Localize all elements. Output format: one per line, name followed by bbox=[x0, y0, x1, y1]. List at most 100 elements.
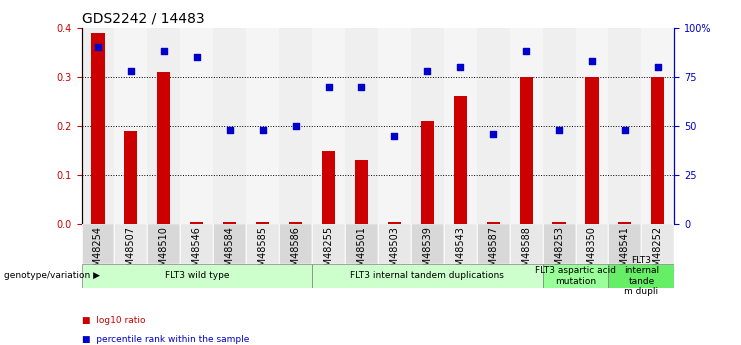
Text: GSM48546: GSM48546 bbox=[192, 226, 202, 279]
Text: GSM48501: GSM48501 bbox=[356, 226, 367, 279]
Point bbox=[125, 68, 137, 73]
Bar bbox=[246, 224, 279, 264]
Bar bbox=[157, 72, 170, 224]
Bar bbox=[651, 77, 665, 224]
Bar bbox=[279, 28, 312, 224]
Text: GSM48586: GSM48586 bbox=[290, 226, 301, 279]
Bar bbox=[642, 224, 674, 264]
Text: FLT3
internal
tande
m dupli: FLT3 internal tande m dupli bbox=[624, 256, 659, 296]
Bar bbox=[608, 264, 674, 288]
Text: GSM48350: GSM48350 bbox=[587, 226, 597, 279]
Bar bbox=[124, 131, 138, 224]
Text: GSM48541: GSM48541 bbox=[620, 226, 630, 279]
Point bbox=[553, 127, 565, 132]
Bar bbox=[487, 222, 499, 224]
Bar bbox=[82, 224, 114, 264]
Bar bbox=[576, 224, 608, 264]
Bar bbox=[542, 264, 608, 288]
Bar bbox=[213, 28, 246, 224]
Point bbox=[520, 48, 532, 54]
Bar bbox=[585, 77, 599, 224]
Bar bbox=[378, 28, 411, 224]
Bar bbox=[444, 224, 476, 264]
Text: GSM48543: GSM48543 bbox=[455, 226, 465, 279]
Bar bbox=[82, 264, 312, 288]
Bar bbox=[519, 77, 533, 224]
Text: FLT3 wild type: FLT3 wild type bbox=[165, 272, 229, 280]
Bar bbox=[618, 222, 631, 224]
Text: GSM48252: GSM48252 bbox=[653, 226, 663, 279]
Bar bbox=[476, 224, 510, 264]
Bar bbox=[542, 28, 576, 224]
Bar bbox=[312, 28, 345, 224]
Bar bbox=[91, 32, 104, 224]
Text: GSM48585: GSM48585 bbox=[258, 226, 268, 279]
Point bbox=[652, 64, 664, 70]
Bar bbox=[114, 28, 147, 224]
Bar bbox=[411, 224, 444, 264]
Bar bbox=[180, 28, 213, 224]
Bar bbox=[147, 224, 180, 264]
Text: GSM48254: GSM48254 bbox=[93, 226, 103, 279]
Point bbox=[191, 55, 203, 60]
Bar bbox=[345, 224, 378, 264]
Point bbox=[422, 68, 433, 73]
Point bbox=[224, 127, 236, 132]
Text: GSM48253: GSM48253 bbox=[554, 226, 564, 279]
Point bbox=[322, 84, 334, 89]
Bar bbox=[213, 224, 246, 264]
Bar bbox=[355, 160, 368, 224]
Text: GSM48584: GSM48584 bbox=[225, 226, 235, 279]
Point bbox=[488, 131, 499, 137]
Bar bbox=[82, 28, 114, 224]
Bar bbox=[246, 28, 279, 224]
Bar bbox=[147, 28, 180, 224]
Bar bbox=[312, 224, 345, 264]
Point bbox=[356, 84, 368, 89]
Text: GSM48587: GSM48587 bbox=[488, 226, 498, 279]
Bar bbox=[542, 224, 576, 264]
Bar bbox=[510, 224, 542, 264]
Text: GSM48539: GSM48539 bbox=[422, 226, 432, 279]
Text: FLT3 aspartic acid
mutation: FLT3 aspartic acid mutation bbox=[535, 266, 616, 286]
Text: GSM48588: GSM48588 bbox=[521, 226, 531, 279]
Bar bbox=[378, 224, 411, 264]
Point bbox=[158, 48, 170, 54]
Bar bbox=[322, 150, 335, 224]
Bar bbox=[190, 222, 203, 224]
Point bbox=[388, 133, 400, 139]
Point bbox=[290, 123, 302, 129]
Bar bbox=[411, 28, 444, 224]
Text: GSM48510: GSM48510 bbox=[159, 226, 169, 279]
Bar bbox=[289, 222, 302, 224]
Bar bbox=[180, 224, 213, 264]
Point bbox=[256, 127, 268, 132]
Bar bbox=[388, 222, 401, 224]
Bar bbox=[608, 28, 642, 224]
Text: GSM48507: GSM48507 bbox=[126, 226, 136, 279]
Point bbox=[92, 45, 104, 50]
Bar bbox=[476, 28, 510, 224]
Text: GSM48503: GSM48503 bbox=[389, 226, 399, 279]
Bar bbox=[642, 28, 674, 224]
Bar bbox=[444, 28, 476, 224]
Text: FLT3 internal tandem duplications: FLT3 internal tandem duplications bbox=[350, 272, 504, 280]
Bar bbox=[608, 224, 642, 264]
Point bbox=[454, 64, 466, 70]
Point bbox=[586, 58, 598, 64]
Bar bbox=[223, 222, 236, 224]
Text: ■  log10 ratio: ■ log10 ratio bbox=[82, 316, 145, 325]
Text: GSM48255: GSM48255 bbox=[324, 226, 333, 279]
Text: genotype/variation ▶: genotype/variation ▶ bbox=[4, 272, 100, 280]
Bar bbox=[279, 224, 312, 264]
Bar bbox=[421, 121, 434, 224]
Text: ■  percentile rank within the sample: ■ percentile rank within the sample bbox=[82, 335, 249, 344]
Bar bbox=[114, 224, 147, 264]
Bar bbox=[576, 28, 608, 224]
Bar bbox=[345, 28, 378, 224]
Bar bbox=[453, 96, 467, 224]
Bar bbox=[553, 222, 565, 224]
Bar bbox=[312, 264, 542, 288]
Bar bbox=[510, 28, 542, 224]
Point bbox=[619, 127, 631, 132]
